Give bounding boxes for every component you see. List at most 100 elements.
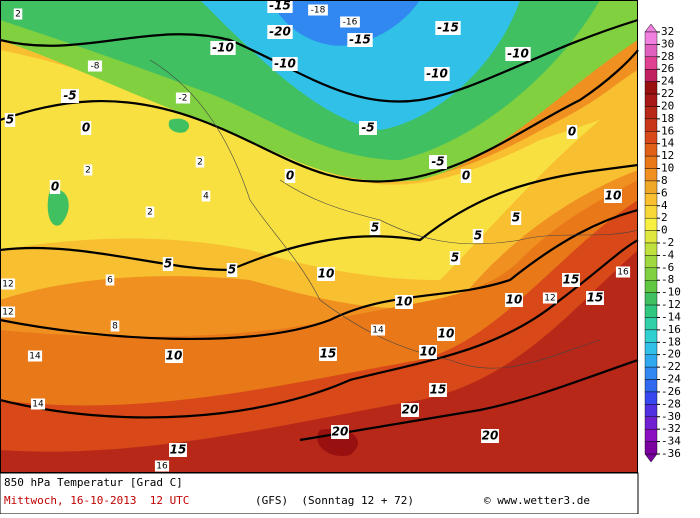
contour-lines [0,18,639,442]
colorbar-band [644,31,658,45]
contour-label: 16 [156,462,168,472]
colorbar: 32302826242220181614121086420-2-4-6-8-10… [644,23,681,463]
contour-label-box [429,155,447,169]
contour-label: 0 [568,125,576,139]
colorbar-tick-label: -2 [661,236,674,249]
contour-label-box [61,89,79,103]
contour-label: 10 [166,349,183,363]
contour-label: -5 [361,121,374,135]
contour-label-box [369,221,381,235]
colorbar-tick-label: 0 [661,224,668,237]
contour-label: 2 [197,158,203,168]
colorbar-tick-label: -4 [661,248,675,261]
contour-label-box [317,267,335,281]
contour-label: 2 [147,208,153,218]
colorbar-tick-label: -14 [661,310,681,323]
contour-label: -10 [426,67,448,81]
colorbar-band [644,242,658,256]
colorbar-band [644,329,658,343]
colorbar-band [644,56,658,70]
contour-label: 0 [51,180,59,194]
contour-label: 5 [474,229,482,243]
contour-label-box [267,25,293,39]
colorbar-tick-label: -20 [661,348,681,361]
contour-label-box [210,41,236,55]
contour-label-box [267,0,293,13]
colorbar-tick-label: 2 [661,211,668,224]
colorbar-band [644,106,658,120]
contour-label: -5 [431,155,444,169]
contour-label: 16 [617,268,629,278]
contour-label-box [510,211,522,225]
contour-label-box [331,425,349,439]
colorbar-band [644,416,658,430]
footer-model: (GFS) (Sonntag 12 + 72) [255,494,414,507]
contour-label: 5 [512,211,520,225]
colorbar-tick-label: 24 [661,75,675,88]
contour-label: -5 [63,89,76,103]
contour-label: 10 [438,327,455,341]
colorbar-bottom-arrow [644,453,658,463]
colorbar-tick-label: -10 [661,286,681,299]
contour-label: 12 [2,308,13,318]
colorbar-tick-label: -16 [661,323,681,336]
contour-label: 5 [6,113,14,127]
contour-label: 14 [29,352,41,362]
contour-label-box [226,263,238,277]
contour-label-box [0,306,16,318]
colorbar-band [644,230,658,244]
colorbar-tick-label: 22 [661,87,674,100]
contour-label: 2 [85,166,91,176]
colorbar-tick-label: 16 [661,124,674,137]
colorbar-band [644,255,658,269]
contour-label: 10 [506,293,523,307]
contour-label: 12 [544,294,555,304]
contour-label-box [615,266,631,278]
footer-title: 850 hPa Temperatur [Grad C] [4,476,183,489]
contour-label: 0 [286,169,294,183]
contour-label: 15 [170,443,187,457]
colorbar-band [644,404,658,417]
contour-label: 2 [15,10,21,20]
contour-label-box [4,113,16,127]
contour-label-box [175,92,191,104]
contour-label-box [169,443,187,457]
contour-label-box [419,345,437,359]
colorbar-top-arrow [644,23,658,33]
contour-label-box [566,125,578,139]
contour-label-box [80,121,92,135]
footer-credit: © www.wetter3.de [484,494,590,507]
colorbar-tick-label: -8 [661,273,674,286]
contour-label: 8 [112,322,118,332]
contour-label: 20 [332,425,349,439]
colorbar-band [644,441,658,455]
colorbar-tick-label: 18 [661,112,674,125]
contour-label-box [162,257,174,271]
contour-label-box [586,291,604,305]
contour-label: -15 [269,0,291,13]
colorbar-band [644,304,658,318]
contour-label: 15 [320,347,337,361]
colorbar-band [644,143,658,157]
colorbar-band [644,69,658,82]
contour-label: 14 [372,326,384,336]
colorbar-band [644,168,658,182]
contour-label-box [395,295,413,309]
contour-label-box [308,4,328,16]
contour-label: 14 [32,400,44,410]
contour-label-box [347,33,373,47]
contour-label-box [110,320,120,332]
contour-label: 0 [82,121,90,135]
contour-label: -15 [349,33,371,47]
footer-date: Mittwoch, 16-10-2013 12 UTC [4,494,189,507]
contour-label: -10 [507,47,529,61]
colorbar-band [644,205,658,219]
contour-label: 0 [462,169,470,183]
contour-label-box [435,21,461,35]
colorbar-band [644,44,658,58]
colorbar-tick-label: 8 [661,174,668,187]
colorbar-tick-label: -18 [661,335,681,348]
colorbar-tick-label: -34 [661,435,681,448]
contour-label: 5 [164,257,172,271]
